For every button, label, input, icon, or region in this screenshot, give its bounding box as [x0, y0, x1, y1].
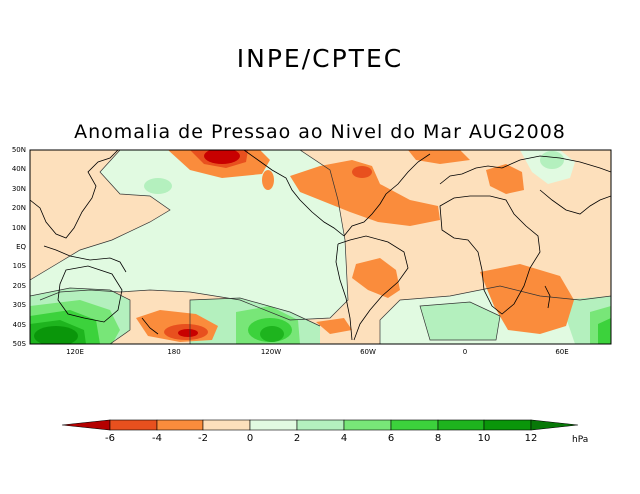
colorbar-label: -2: [198, 433, 208, 444]
positive-anomaly-region-pacific: [30, 150, 348, 320]
negative-6-region-south-pacific: [178, 329, 198, 337]
lon-label: 0: [462, 348, 468, 356]
colorbar-bin: [202, 419, 251, 431]
positive-8-region-south-pacific: [260, 326, 284, 342]
colorbar-label: 10: [477, 433, 491, 444]
map-frame: [29, 149, 612, 345]
lat-label: 10N: [11, 223, 26, 232]
lon-label: 60W: [360, 348, 376, 356]
colorbar-bin: [390, 419, 439, 431]
colorbar-label: 4: [340, 433, 348, 444]
colorbar-bin: [249, 419, 298, 431]
coastline-madagascar: [544, 285, 551, 309]
colorbar-label: 6: [387, 433, 395, 444]
colorbar: [61, 419, 579, 431]
coastlines: [30, 150, 611, 341]
colorbar-bin: [483, 419, 532, 431]
coastline-new-zealand: [141, 317, 159, 335]
negative-2-region-north-atlantic: [408, 150, 470, 164]
coastline-south-america-east: [337, 235, 409, 341]
negative-2-region-alaska: [262, 170, 274, 190]
coastline-australia: [57, 265, 123, 323]
map-title: Anomalia de Pressao ao Nivel do Mar AUG2…: [74, 121, 566, 143]
lon-label: 180: [167, 348, 181, 356]
positive-10-region-australia: [34, 326, 78, 344]
negative-6-region-north-pacific: [204, 150, 240, 164]
organization-title: INPE/CPTEC: [236, 44, 404, 73]
colorbar-arrow-low: [61, 419, 111, 431]
negative-2-region-drake: [316, 318, 352, 334]
lat-label: 40N: [11, 165, 26, 174]
lat-label: 10S: [12, 262, 26, 271]
positive-2-region-siberia: [540, 151, 564, 169]
coastline-africa: [439, 195, 541, 315]
coastline-north-america-east: [343, 153, 431, 237]
positive-2-region-north-pacific: [144, 178, 172, 194]
coastline-east-asia: [30, 150, 119, 239]
colorbar-label: -6: [105, 433, 115, 444]
negative-4-region-north-america: [352, 166, 372, 178]
colorbar-label: 0: [246, 433, 254, 444]
lat-label: 40S: [12, 320, 26, 329]
lat-label: EQ: [16, 243, 26, 251]
lat-label: 50N: [11, 146, 26, 154]
negative-2-region-north-america-atlantic: [290, 160, 440, 226]
anomaly-field: [30, 150, 611, 344]
colorbar-bin: [343, 419, 392, 431]
colorbar-label: 12: [524, 433, 538, 444]
positive-2-region-south-atlantic: [420, 302, 500, 340]
negative-2-region-europe: [486, 164, 524, 194]
negative-2-region-south-africa: [480, 264, 574, 334]
lat-label: 20N: [11, 204, 26, 213]
coastline-maritime-continent: [43, 245, 127, 273]
lon-label: 120W: [260, 348, 282, 356]
colorbar-bin: [109, 419, 158, 431]
coastline-south-america-west: [335, 243, 353, 341]
lat-label: 20S: [12, 281, 26, 290]
colorbar-arrow-high: [530, 419, 579, 431]
coastline-south-asia: [539, 189, 611, 215]
colorbar-unit: hPa: [572, 435, 589, 445]
colorbar-bin: [156, 419, 204, 431]
coastline-north-america-west: [243, 150, 345, 237]
coastline-eurasia: [439, 155, 611, 185]
lon-label: 120E: [66, 348, 84, 356]
colorbar-label: -4: [152, 433, 162, 444]
colorbar-bin: [437, 419, 485, 431]
lat-label: 50S: [12, 340, 26, 348]
lat-label: 30N: [11, 184, 26, 193]
negative-2-region-south-america: [352, 258, 400, 298]
lon-label: 60E: [555, 348, 569, 356]
colorbar-bin: [296, 419, 345, 431]
colorbar-label: 8: [434, 433, 442, 444]
colorbar-label: 2: [293, 433, 301, 444]
positive-6-region-indian: [598, 318, 611, 344]
lat-label: 30S: [12, 301, 26, 310]
